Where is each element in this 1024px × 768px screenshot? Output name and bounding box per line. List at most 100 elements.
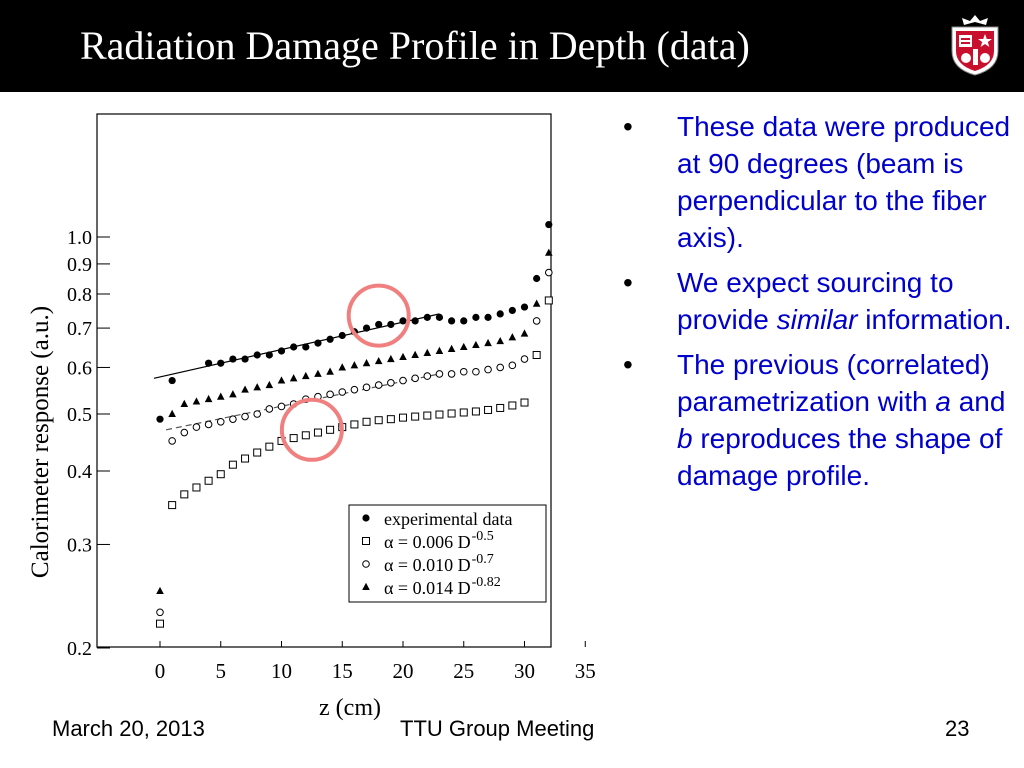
bullet-item: • These data were produced at 90 degrees … (620, 108, 1012, 256)
data-point (545, 248, 553, 256)
data-point (326, 367, 334, 375)
highlight-circle (346, 283, 411, 348)
data-point (472, 313, 480, 321)
data-point (277, 347, 286, 355)
y-tick-label: 0.7 (67, 318, 92, 340)
data-point (411, 350, 419, 358)
slide-title: Radiation Damage Profile in Depth (data) (80, 23, 750, 68)
x-tick-label: 25 (453, 659, 474, 683)
data-point (228, 460, 237, 469)
bullet-list: • These data were produced at 90 degrees … (620, 108, 1012, 502)
y-tick-label: 0.9 (67, 254, 92, 276)
data-point (484, 405, 493, 414)
y-tick-label: 0.8 (67, 284, 92, 306)
data-point (362, 417, 371, 426)
data-point (423, 313, 431, 321)
data-point (253, 383, 261, 391)
bullet-text: information. (857, 304, 1012, 335)
y-tick-label: 0.6 (67, 357, 92, 379)
data-point (460, 317, 468, 325)
data-point (229, 355, 237, 363)
data-point (423, 372, 432, 380)
data-point (216, 470, 225, 479)
title-bar: Radiation Damage Profile in Depth (data) (0, 0, 1024, 92)
data-point (508, 333, 517, 341)
data-point (399, 413, 407, 422)
data-point (302, 343, 310, 351)
data-point (350, 420, 359, 429)
data-point (204, 394, 213, 403)
series-2-points (156, 268, 553, 617)
legend-marker (362, 514, 370, 522)
data-point (447, 409, 456, 418)
data-point (216, 417, 225, 426)
legend-entry-label: α = 0.010 D (384, 555, 471, 575)
data-point (520, 329, 529, 337)
data-point (326, 390, 334, 399)
data-point (313, 428, 322, 437)
data-point (423, 348, 432, 356)
bullet-text: The previous (correlated) parametrizatio… (677, 349, 990, 417)
data-point (544, 296, 553, 305)
data-point (472, 367, 480, 376)
legend-marker (362, 537, 370, 545)
legend-marker (362, 582, 370, 590)
data-point (508, 401, 517, 410)
data-point (338, 388, 347, 396)
bullet-item: • We expect sourcing to provide similar i… (620, 264, 1012, 338)
x-tick-label: 15 (332, 659, 353, 683)
data-point (205, 359, 213, 367)
bullet-text: b (677, 423, 693, 454)
y-axis-label: Calorimeter response (a.u.) (27, 306, 54, 578)
data-point (435, 313, 444, 321)
data-point (253, 410, 262, 418)
data-point (156, 619, 164, 628)
data-point (338, 363, 347, 371)
data-point (241, 454, 250, 463)
data-point (314, 369, 322, 377)
data-point (289, 374, 298, 382)
data-point (472, 340, 480, 349)
data-point (435, 410, 444, 419)
data-point (350, 385, 359, 394)
y-tick-label: 0.3 (67, 534, 92, 556)
series-3-points (156, 248, 553, 595)
data-point (229, 415, 237, 423)
data-point (180, 428, 189, 437)
data-point (168, 409, 176, 418)
data-point (532, 299, 541, 307)
bullet-marker: • (623, 267, 633, 298)
data-point (520, 303, 529, 311)
data-point (229, 390, 237, 398)
data-point (180, 399, 189, 407)
data-point (374, 381, 383, 389)
x-tick-label: 0 (155, 659, 166, 683)
data-point (484, 313, 492, 321)
data-point (289, 434, 298, 443)
footer-date: March 20, 2013 (52, 716, 205, 741)
data-point (471, 407, 480, 416)
bullet-text: reproduces the shape of damage profile. (677, 423, 1003, 491)
data-point (241, 355, 249, 363)
series-1-points (156, 296, 553, 628)
data-point (447, 370, 456, 378)
x-tick-label: 10 (271, 659, 292, 683)
data-point (301, 431, 310, 440)
data-point (362, 383, 371, 392)
data-point (338, 331, 346, 340)
y-tick-label: 0.5 (67, 404, 92, 426)
x-tick-label: 35 (575, 659, 596, 683)
data-point (168, 437, 176, 445)
data-point (350, 361, 359, 369)
data-point (484, 365, 492, 374)
data-point (217, 359, 225, 367)
data-point (387, 354, 395, 363)
y-tick-label: 0.2 (67, 638, 92, 660)
bullet-text: similar (776, 304, 858, 335)
radiation-damage-chart: 0 5 10 15 20 25 30 35 0.2 0.3 0.4 0.5 0.6 0.7 0.8 0.9 1… (27, 113, 596, 721)
legend-entry-label: α = 0.014 D (384, 578, 471, 598)
data-point (192, 423, 201, 431)
data-point (496, 310, 504, 318)
data-point (496, 363, 505, 372)
